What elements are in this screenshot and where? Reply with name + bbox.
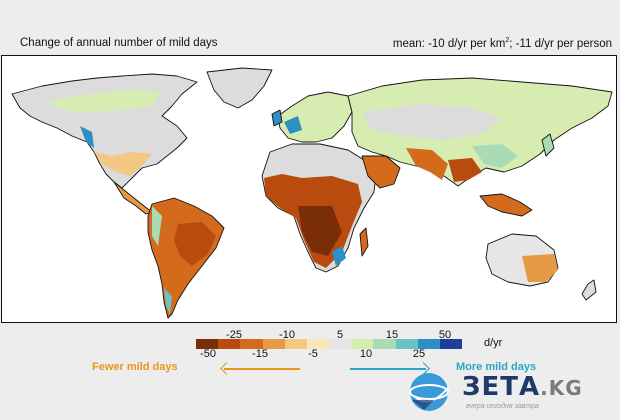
colorbar-swatch [417,339,440,349]
unit-label: d/yr [484,337,503,349]
right-arrow-icon [350,368,426,370]
colorbar-swatch [284,339,307,349]
globe-logo-icon [409,373,449,411]
se-asia [479,193,533,217]
watermark-brand: ЗЕТА.KG [462,372,583,402]
colorbar-swatch [329,339,352,349]
mean-prefix: mean: -10 d/yr per km [392,37,506,50]
more-mild-days-label: More mild days [456,361,537,373]
tick-top-1: -10 [279,329,295,341]
tick-bot-3: 10 [359,348,373,360]
arabia [361,155,401,189]
world-map [11,67,613,319]
uk [271,109,283,127]
colorbar-swatch [218,339,241,349]
colorbar-swatch [395,339,418,349]
watermark-tld: .KG [540,376,583,400]
mean-sup: 2 [505,37,510,44]
tick-top-3: 15 [385,329,399,341]
tick-bot-0: -50 [200,348,216,360]
left-arrow-icon [224,368,300,370]
tick-top-4: 50 [438,329,452,341]
colorbar-swatch [373,339,396,349]
tick-bot-2: -5 [308,348,318,360]
colorbar-swatch [240,339,263,349]
map-title: Change of annual number of mild days [20,37,218,49]
watermark-tagline: вчера сегодня завтра [466,403,539,410]
tick-bot-1: -15 [252,348,268,360]
fewer-mild-days-label: Fewer mild days [92,361,178,373]
world-map-frame [1,55,617,323]
colorbar-swatch [439,339,463,349]
tick-top-0: -25 [226,329,242,341]
north-america [11,73,198,189]
mean-label: mean: -10 d/yr per km2; -11 d/yr per per… [393,37,612,50]
colorbar-swatch [196,339,219,349]
greenland [206,67,273,109]
europe [277,91,353,143]
mean-suffix: ; -11 d/yr per person [509,37,612,50]
tick-bot-4: 25 [412,348,426,360]
colorbar-swatch [262,339,285,349]
japan [541,133,555,157]
colorbar-swatch [306,339,330,349]
central-america [113,181,153,215]
colorbar-swatch [351,339,374,349]
watermark-logo: ЗЕТА.KG вчера сегодня завтра [404,370,614,414]
madagascar [359,227,369,257]
colorbar [196,339,463,349]
watermark-brand-name: ЗЕТА [462,372,541,402]
new-zealand [581,279,597,301]
tick-top-2: 5 [336,329,344,341]
